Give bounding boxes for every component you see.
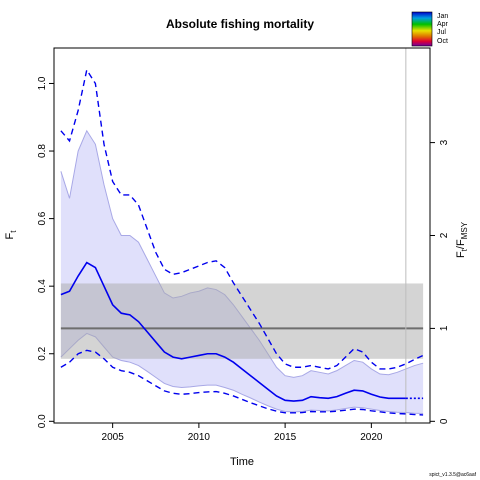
season-color-bar	[411, 11, 433, 47]
y-tick-label-5: 1.0	[37, 76, 48, 90]
ci-lower-line	[60, 332, 424, 415]
x-tick-label-2015: 2015	[274, 432, 297, 443]
y-tick-label-0: 0.0	[37, 414, 48, 428]
y-tick-label-1: 0.2	[37, 346, 48, 360]
chart-title: Absolute fishing mortality	[166, 17, 314, 31]
y2-label-f: F	[455, 251, 467, 258]
y-tick-label-3: 0.6	[37, 211, 48, 225]
y-axis-label-main: F	[4, 232, 16, 239]
y-axis: 0.0 0.2 0.4 0.6 0.8 1.0	[37, 76, 54, 428]
y2-tick-label-2: 2	[439, 232, 450, 238]
fmsy-ci-band	[60, 283, 424, 359]
legend-label-apr: Apr	[437, 21, 449, 28]
legend-label-oct: Oct	[437, 38, 448, 45]
legend-label-jan: Jan	[437, 13, 448, 20]
y2-label-f2: F	[455, 239, 467, 246]
x-axis: 2005 2010 2015 2020	[102, 423, 383, 443]
y2-tick-label-1: 1	[439, 325, 450, 331]
y2-label-msy: MSY	[460, 221, 469, 239]
x-axis-label: Time	[230, 456, 254, 468]
plot-area	[60, 48, 424, 423]
x-tick-label-2005: 2005	[102, 432, 125, 443]
y2-axis-label: Ft/FMSY	[455, 221, 469, 258]
version-footer: spict_v1.3.5@ac6aaf	[429, 472, 476, 478]
estimate-line	[60, 261, 406, 402]
y-tick-label-2: 0.4	[37, 279, 48, 293]
y2-label-t: t	[460, 248, 469, 251]
x-tick-label-2010: 2010	[188, 432, 211, 443]
y2-tick-label-3: 3	[439, 139, 450, 145]
y-tick-label-4: 0.8	[37, 144, 48, 158]
y-axis-label: Ft	[4, 230, 18, 240]
y-axis-label-sub: t	[9, 230, 18, 233]
legend-label-jul: Jul	[437, 29, 446, 36]
ci-band	[60, 130, 424, 414]
x-tick-label-2020: 2020	[360, 432, 383, 443]
pi-lower-line	[60, 349, 424, 416]
y2-label-slash: /	[455, 245, 467, 249]
season-legend: Jan Apr Jul Oct	[411, 11, 449, 47]
y2-tick-label-0: 0	[439, 418, 450, 424]
y2-axis: 0 1 2 3	[430, 139, 450, 424]
